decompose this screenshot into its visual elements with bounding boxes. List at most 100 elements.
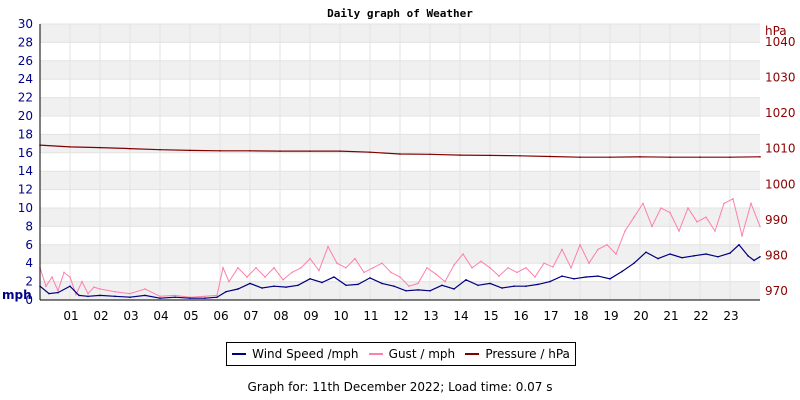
- wind-speed-point: [738, 244, 740, 246]
- wind-speed-point: [225, 290, 227, 293]
- wind-speed-point: [549, 280, 551, 283]
- pressure-point: [759, 156, 761, 158]
- left-tick-label: 4: [25, 256, 33, 270]
- pressure-point: [99, 146, 101, 149]
- gust-point: [687, 207, 689, 209]
- pressure-point: [459, 154, 461, 156]
- gust-point: [489, 267, 491, 269]
- wind-speed-point: [174, 296, 176, 299]
- left-tick-label: 0: [25, 293, 33, 307]
- gridlines: [40, 23, 760, 301]
- gust-point: [345, 267, 347, 269]
- wind-speed-point: [393, 285, 395, 288]
- x-tick-label: 02: [93, 309, 108, 323]
- left-tick-label: 8: [25, 219, 33, 233]
- x-tick-label: 23: [723, 309, 738, 323]
- pressure-point: [729, 156, 731, 158]
- gust-point: [471, 267, 473, 269]
- pressure-point: [219, 149, 221, 152]
- wind-speed-point: [69, 285, 71, 288]
- left-tick-label: 22: [18, 91, 33, 105]
- gust-point: [507, 267, 509, 269]
- x-tick-label: 19: [603, 309, 618, 323]
- gust-point: [462, 253, 464, 255]
- wind-speed-point: [357, 283, 359, 286]
- left-tick-label: 20: [18, 109, 33, 123]
- gust-point: [516, 271, 518, 274]
- x-tick-label: 15: [483, 309, 498, 323]
- x-tick-label: 12: [393, 309, 408, 323]
- gust-point: [228, 280, 230, 283]
- gust-point: [81, 280, 83, 283]
- left-tick-label: 12: [18, 183, 33, 197]
- left-tick-label: 18: [18, 127, 33, 141]
- gust-point: [327, 245, 329, 248]
- wind-speed-point: [273, 285, 275, 288]
- right-tick-label: 980: [765, 248, 788, 262]
- legend-item-wind: Wind Speed /mph: [232, 347, 358, 361]
- pressure-point: [699, 156, 701, 158]
- gust-point: [255, 267, 257, 269]
- gust-point: [597, 248, 599, 251]
- x-tick-label: 03: [123, 309, 138, 323]
- wind-speed-point: [465, 278, 467, 281]
- wind-speed-point: [513, 285, 515, 288]
- wind-speed-point: [441, 284, 443, 287]
- wind-speed-point: [717, 255, 719, 258]
- gust-point: [237, 267, 239, 269]
- right-tick-label: 1020: [765, 106, 796, 120]
- wind-speed-point: [237, 288, 239, 290]
- wind-speed-point: [621, 270, 623, 273]
- gust-point: [45, 285, 47, 288]
- gust-point: [363, 271, 365, 274]
- wind-speed-point: [189, 297, 191, 299]
- gust-point: [624, 230, 626, 232]
- wind-speed-point: [561, 275, 563, 277]
- left-tick-label: 26: [18, 54, 33, 68]
- wind-speed-point: [645, 251, 647, 253]
- gust-point: [561, 248, 563, 251]
- gust-point: [759, 225, 761, 228]
- gust-point: [426, 267, 428, 269]
- pressure-point: [489, 154, 491, 157]
- x-tick-label: 16: [513, 309, 528, 323]
- wind-speed-point: [249, 282, 251, 285]
- gust-point: [579, 244, 581, 246]
- wind-speed-point: [405, 290, 407, 292]
- footer-text: Graph for: 11th December 2022; Load time…: [247, 380, 553, 394]
- wind-speed-point: [477, 284, 479, 287]
- left-tick-label: 24: [18, 72, 33, 86]
- pressure-point: [549, 155, 551, 158]
- legend-label-wind: Wind Speed /mph: [252, 347, 359, 361]
- wind-speed-point: [501, 287, 503, 289]
- legend: Wind Speed /mph Gust / mph Pressure / hP…: [226, 342, 576, 366]
- x-tick-label: 08: [273, 309, 288, 323]
- wind-speed-point: [261, 287, 263, 289]
- wind-speed-point: [204, 297, 206, 299]
- wind-speed-point: [129, 296, 131, 299]
- pressure-point: [309, 150, 311, 152]
- wind-speed-point: [609, 278, 611, 280]
- wind-speed-point: [453, 288, 455, 290]
- wind-speed-point: [489, 282, 491, 285]
- gust-point: [381, 262, 383, 265]
- gust-point: [75, 293, 77, 296]
- x-tick-label: 07: [243, 309, 258, 323]
- pressure-point: [69, 146, 71, 148]
- x-tick-label: 18: [573, 309, 588, 323]
- gust-point: [606, 244, 608, 246]
- pressure-point: [159, 148, 161, 151]
- gust-point: [336, 262, 338, 265]
- gust-point: [57, 290, 59, 292]
- gust-point: [63, 271, 65, 274]
- gust-point: [723, 202, 725, 205]
- wind-speed-point: [633, 262, 635, 265]
- wind-speed-point: [297, 284, 299, 287]
- wind-speed-point: [537, 283, 539, 286]
- right-axis-unit: hPa: [765, 24, 787, 38]
- wind-speed-point: [669, 253, 671, 255]
- legend-swatch-gust: [368, 353, 383, 355]
- gust-point: [291, 271, 293, 274]
- x-tick-label: 14: [453, 309, 468, 323]
- gust-point: [732, 198, 734, 200]
